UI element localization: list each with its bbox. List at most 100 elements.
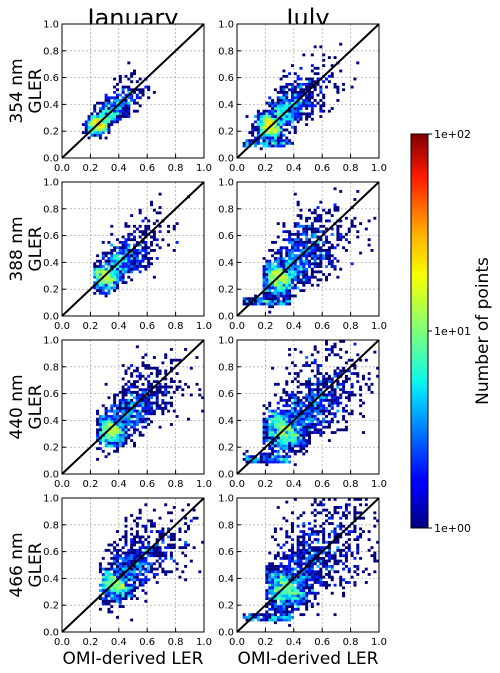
density-cell <box>144 575 148 579</box>
density-cell <box>245 460 249 464</box>
density-cell <box>271 131 275 135</box>
density-cell <box>305 224 309 228</box>
density-cell <box>124 409 128 413</box>
density-cell <box>356 511 360 515</box>
density-cell <box>316 77 320 81</box>
density-cell <box>121 246 125 250</box>
density-cell <box>333 527 337 531</box>
density-cell <box>101 267 105 271</box>
density-cell <box>115 570 119 574</box>
density-cell <box>268 425 272 429</box>
density-cell <box>118 249 122 252</box>
density-cell <box>271 115 275 118</box>
density-cell <box>276 415 280 418</box>
density-cell <box>107 433 111 437</box>
density-cell <box>98 101 102 105</box>
density-cell <box>96 283 100 287</box>
density-cell <box>127 551 131 555</box>
density-cell <box>259 297 263 301</box>
density-cell <box>370 390 374 394</box>
density-cell <box>290 554 294 558</box>
density-cell <box>110 270 114 274</box>
density-cell <box>113 249 117 252</box>
density-cell <box>245 449 249 453</box>
density-cell <box>276 281 280 284</box>
density-cell <box>150 235 154 239</box>
density-cell <box>330 385 334 389</box>
density-cell <box>164 551 168 555</box>
density-cell <box>310 227 314 231</box>
density-cell <box>127 246 131 250</box>
density-cell <box>135 396 139 400</box>
density-cell <box>350 390 354 394</box>
density-cell <box>325 396 329 400</box>
density-cell <box>327 74 331 78</box>
density-cell <box>330 388 334 392</box>
density-cell <box>144 257 148 260</box>
density-cell <box>339 535 343 539</box>
density-cell <box>98 133 102 137</box>
density-cell <box>285 540 289 544</box>
density-cell <box>305 396 309 400</box>
density-cell <box>359 532 363 536</box>
density-cell <box>104 409 108 413</box>
density-cell <box>135 257 139 260</box>
density-cell <box>127 61 131 65</box>
density-cell <box>359 222 363 226</box>
density-cell <box>293 463 297 467</box>
density-cell <box>124 428 128 432</box>
density-cell <box>104 436 108 440</box>
density-cell <box>290 546 294 550</box>
density-cell <box>271 144 275 148</box>
density-cell <box>299 82 303 86</box>
density-cell <box>319 257 323 260</box>
density-cell <box>133 369 136 373</box>
density-cell <box>104 444 108 448</box>
density-cell <box>158 554 162 558</box>
density-cell <box>290 251 294 255</box>
density-cell <box>135 562 139 566</box>
density-cell <box>305 393 309 397</box>
density-cell <box>353 216 357 220</box>
density-cell <box>84 123 88 126</box>
density-cell <box>308 433 311 437</box>
density-cell <box>308 554 311 558</box>
density-cell <box>144 578 148 582</box>
density-cell <box>271 136 275 140</box>
density-cell <box>296 589 300 592</box>
density-cell <box>302 543 306 547</box>
density-cell <box>104 417 108 421</box>
density-cell <box>313 257 317 260</box>
density-cell <box>98 425 102 429</box>
density-cell <box>288 251 292 255</box>
density-cell <box>161 238 165 242</box>
density-cell <box>353 498 357 501</box>
density-cell <box>118 409 122 413</box>
x-tick-label: 1.0 <box>196 321 212 332</box>
density-cell <box>344 508 348 512</box>
density-cell <box>325 77 329 81</box>
density-cell <box>104 107 108 110</box>
density-cell <box>279 570 283 574</box>
density-cell <box>308 96 311 100</box>
density-cell <box>290 101 294 105</box>
density-cell <box>282 109 286 113</box>
density-cell <box>305 240 309 244</box>
density-cell <box>282 618 286 622</box>
density-cell <box>147 562 151 566</box>
density-cell <box>333 554 337 558</box>
density-cell <box>299 567 303 571</box>
density-cell <box>271 120 275 124</box>
density-cell <box>98 112 102 116</box>
density-cell <box>282 607 286 611</box>
density-cell <box>290 415 294 418</box>
density-cell <box>308 112 311 116</box>
density-cell <box>130 548 134 552</box>
density-cell <box>115 551 119 555</box>
density-cell <box>113 573 117 576</box>
density-cell <box>293 377 297 381</box>
density-cell <box>268 570 272 574</box>
density-cell <box>296 232 300 236</box>
density-cell <box>313 216 317 220</box>
density-cell <box>121 412 125 416</box>
